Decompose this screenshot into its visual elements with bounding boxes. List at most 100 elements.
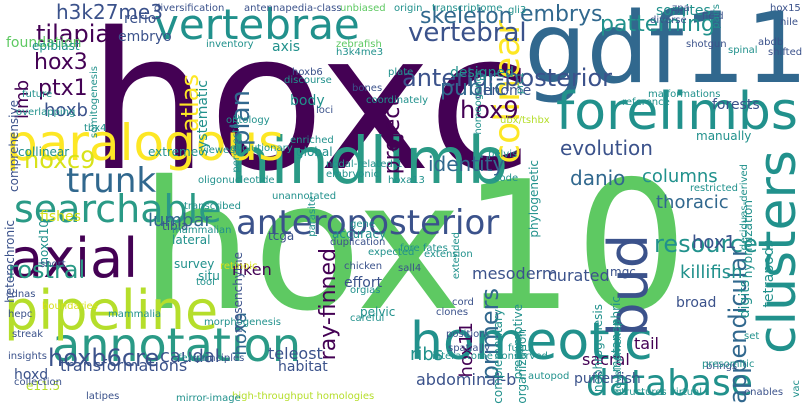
cloud-word: femur: [178, 353, 208, 364]
cloud-word: hox9: [460, 96, 519, 124]
cloud-word: searchable: [14, 187, 222, 231]
cloud-word: pelvis: [488, 149, 518, 160]
cloud-word: mammalia: [108, 309, 162, 320]
cloud-word: anterior-posterior: [402, 64, 612, 92]
cloud-word: abdominal-b: [416, 370, 517, 389]
cloud-word: hoxa13: [388, 175, 425, 186]
cloud-word: digits: [737, 280, 753, 319]
cloud-word: careful: [350, 313, 385, 324]
cloud-word: fugu: [508, 343, 531, 354]
cloud-word: embryo: [118, 29, 172, 45]
cloud-word: transcriptome: [432, 3, 503, 14]
cloud-word: expected: [368, 247, 415, 258]
cloud-word: survey: [174, 257, 215, 271]
cloud-word: latipes: [86, 391, 120, 402]
cloud-word: principles: [196, 353, 245, 364]
cloud-word: axis: [272, 39, 301, 55]
cloud-word: zpa: [672, 3, 690, 14]
cloud-word: foundation: [6, 35, 82, 51]
cloud-word: tail: [634, 334, 659, 353]
cloud-word: hoxb: [44, 100, 88, 121]
cloud-word: prc1: [515, 72, 526, 95]
cloud-word: antennapedia-class: [244, 3, 342, 14]
cloud-word: gli3: [508, 5, 527, 16]
cloud-word: autopod: [528, 371, 570, 382]
cloud-word: extreme: [148, 145, 199, 159]
cloud-word: nodal-related-1: [326, 159, 403, 170]
cloud-word: trunk: [66, 161, 157, 201]
cloud-word: hox15: [770, 3, 801, 14]
cloud-word: mirror-image: [176, 393, 241, 404]
cloud-word: shotgun: [686, 39, 727, 50]
cloud-word: fishes: [40, 209, 81, 225]
cloud-word: spinal: [728, 45, 758, 56]
cloud-word: habitat: [278, 359, 328, 375]
cloud-word: ontology: [226, 115, 270, 126]
cloud-word: effort: [344, 275, 383, 291]
cloud-word: body: [290, 93, 325, 109]
cloud-word: genome: [474, 83, 532, 99]
cloud-word: unbiased: [340, 3, 386, 14]
cloud-word: code: [494, 173, 519, 184]
cloud-word: hox10: [140, 143, 689, 350]
cloud-word: developmental: [613, 320, 624, 395]
cloud-word: manually: [696, 129, 752, 143]
cloud-word: field: [702, 11, 724, 22]
cloud-word: transformations: [60, 356, 188, 375]
cloud-word: short: [40, 259, 66, 270]
cloud-word: chicken: [344, 261, 383, 272]
cloud-word: conserved: [496, 351, 548, 362]
cloud-word: collinear: [18, 145, 70, 159]
cloud-word: sacral: [582, 350, 630, 369]
cloud-word: tcga: [268, 229, 295, 243]
cloud-word: viewed: [200, 145, 236, 156]
cloud-word: teleost: [268, 344, 323, 363]
cloud-word: morphogenesis: [204, 317, 281, 328]
cloud-word: duplication: [330, 237, 386, 248]
cloud-word: tool: [196, 277, 215, 288]
cloud-word: somites: [656, 3, 711, 19]
cloud-word: reference: [622, 97, 670, 108]
cloud-word: pufferfish: [574, 371, 641, 387]
cloud-word: coordinately: [366, 95, 429, 106]
cloud-word: set: [744, 331, 760, 342]
cloud-word: patterning: [600, 12, 715, 37]
cloud-word: vertebral: [408, 18, 527, 48]
cloud-word: malformations: [648, 89, 721, 100]
cloud-word: hindlimb: [230, 125, 509, 199]
cloud-word: hox1: [692, 232, 736, 253]
cloud-word: position: [446, 329, 486, 340]
cloud-word: overlapping: [16, 107, 76, 118]
cloud-word: retinoic: [220, 261, 258, 272]
cloud-word: zebrafish: [336, 39, 382, 50]
cloud-word: identity: [428, 152, 505, 176]
cloud-word: riken: [232, 260, 272, 279]
cloud-word: tbx4: [84, 123, 107, 134]
cloud-word: hox3: [34, 50, 88, 75]
cloud-word: phylogenetic: [527, 160, 541, 238]
cloud-word: collection: [14, 377, 62, 388]
cloud-word: hoxb6: [292, 67, 323, 78]
cloud-word: inventory: [206, 39, 254, 50]
cloud-word: boundaries: [42, 301, 98, 312]
cloud-word: mgc: [610, 265, 636, 279]
cloud-word: brings: [706, 361, 738, 372]
cloud-word: presomitic: [702, 359, 755, 370]
cloud-word: columns: [642, 166, 718, 187]
cloud-word: danio: [570, 166, 626, 190]
cloud-word: evolutionary: [230, 143, 293, 154]
cloud-word: sall4: [398, 263, 422, 274]
cloud-word: broad: [676, 295, 717, 311]
cloud-word: enables: [744, 387, 784, 398]
cloud-word: e11.5: [26, 379, 61, 393]
cloud-word: global: [296, 145, 333, 159]
cloud-word: enriched: [290, 135, 334, 146]
cloud-word: annotation: [52, 318, 301, 372]
cloud-word: presumptive: [511, 304, 525, 380]
cloud-word: lumbar: [148, 210, 212, 231]
cloud-word: hepc: [8, 309, 33, 320]
cloud-word: ubx/tshbx: [500, 115, 550, 126]
cloud-word: clusters: [748, 150, 808, 354]
cloud-word: embrys: [520, 2, 603, 27]
cloud-word: spatially: [448, 343, 490, 354]
